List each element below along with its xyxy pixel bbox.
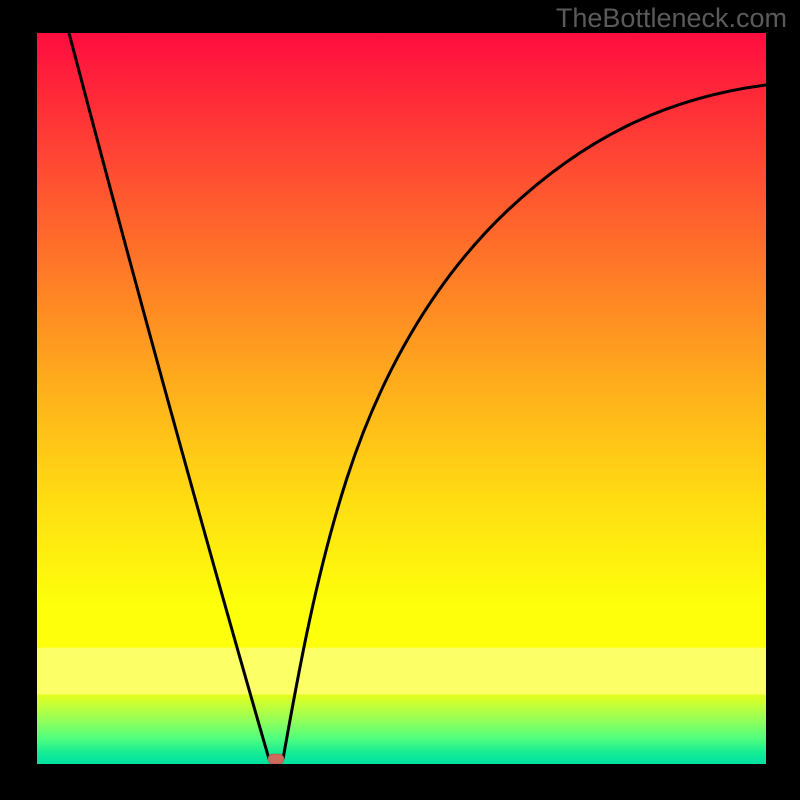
minimum-marker xyxy=(268,754,284,764)
bottleneck-curve xyxy=(37,33,766,764)
watermark-text: TheBottleneck.com xyxy=(556,3,787,34)
curve-right-branch xyxy=(283,85,766,759)
plot-area xyxy=(37,33,766,764)
chart-container: TheBottleneck.com xyxy=(0,0,800,800)
curve-left-branch xyxy=(69,33,269,759)
